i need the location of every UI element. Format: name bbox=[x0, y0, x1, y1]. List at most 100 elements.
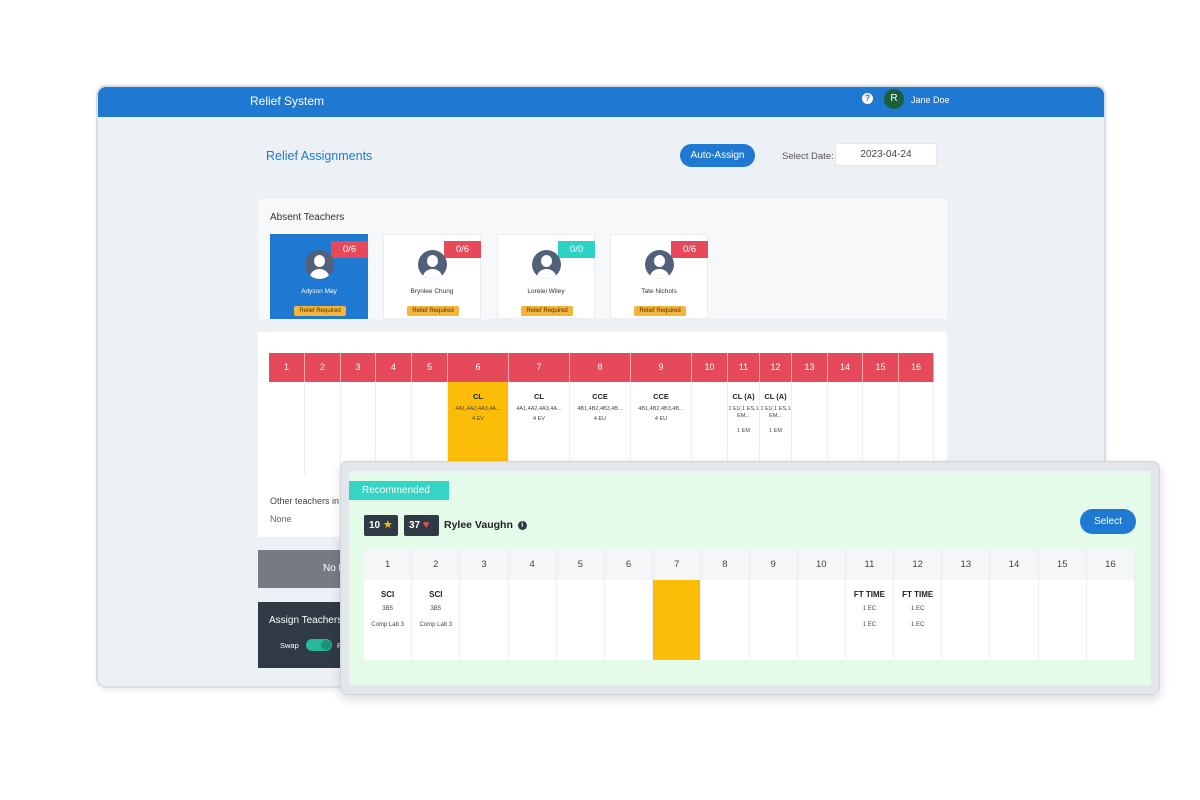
timetable-cell[interactable] bbox=[376, 382, 412, 475]
period-header: 15 bbox=[863, 353, 899, 382]
other-teachers-value: None bbox=[270, 514, 292, 524]
cell-line2: 4 EU bbox=[654, 416, 668, 422]
timetable-cell[interactable] bbox=[1086, 580, 1135, 660]
period-header: 1 bbox=[364, 549, 413, 580]
period-header: 3 bbox=[460, 549, 509, 580]
timetable-cell[interactable] bbox=[942, 580, 991, 660]
timetable-cell[interactable]: CCE 4B1,4B2,4B3,4B... 4 EU bbox=[570, 382, 631, 475]
cell-subject: FT TIME bbox=[902, 590, 934, 599]
timetable-cell[interactable] bbox=[412, 382, 448, 475]
period-header: 4 bbox=[508, 549, 557, 580]
timetable-cell[interactable]: FT TIME 1 EC 1 EC bbox=[894, 580, 943, 660]
relief-required-tag: Relief Required bbox=[634, 306, 686, 316]
cell-line3: 1 EM bbox=[737, 428, 750, 434]
period-header: 7 bbox=[653, 549, 702, 580]
recommended-panel: Recommended 10 ★ 37 ♥ Rylee Vaughn i Sel… bbox=[349, 471, 1151, 685]
timetable-cell[interactable] bbox=[1038, 580, 1087, 660]
timetable-cell[interactable] bbox=[556, 580, 605, 660]
timetable-cell[interactable]: CL 4A1,4A2,4A3,4A... 4 EV bbox=[448, 382, 509, 475]
app-window: Relief System ? R Jane Doe Relief Assign… bbox=[96, 85, 1106, 688]
recommended-timetable-body: SCI 3B5 Comp Lab 3 SCI 3B5 Comp Lab 3 FT TIME 1… bbox=[364, 580, 1135, 660]
period-header: 16 bbox=[1086, 549, 1135, 580]
cell-line1: 1 EC bbox=[910, 606, 925, 612]
heart-score-badge: 37 ♥ bbox=[404, 515, 439, 536]
auto-assign-button[interactable]: Auto-Assign bbox=[680, 144, 755, 167]
timetable-cell[interactable] bbox=[749, 580, 798, 660]
timetable-cell[interactable] bbox=[899, 382, 934, 475]
period-header: 7 bbox=[509, 353, 570, 382]
timetable-cell[interactable]: CL (A) 1 EU,1 ES,1 EM... 1 EM bbox=[760, 382, 792, 475]
cell-line1: 3B5 bbox=[382, 606, 393, 612]
recommended-teacher[interactable]: Rylee Vaughn i bbox=[444, 519, 527, 531]
teacher-card[interactable]: 0/6 Tate Nichols Relief Required bbox=[610, 234, 708, 319]
timetable-cell[interactable]: SCI 3B5 Comp Lab 3 bbox=[412, 580, 461, 660]
timetable-cell[interactable] bbox=[653, 580, 702, 660]
recommended-overlay: Recommended 10 ★ 37 ♥ Rylee Vaughn i Sel… bbox=[340, 461, 1160, 695]
period-header: 2 bbox=[305, 353, 341, 382]
cell-line1: 3B5 bbox=[430, 606, 442, 612]
user-name[interactable]: Jane Doe bbox=[911, 95, 950, 105]
cell-subject: CL bbox=[473, 392, 483, 401]
period-header: 5 bbox=[412, 353, 448, 382]
period-header: 10 bbox=[797, 549, 846, 580]
teacher-card[interactable]: 0/6 Adyson May Relief Required bbox=[270, 234, 368, 319]
timetable-cell[interactable] bbox=[341, 382, 376, 475]
timetable-body: CL 4A1,4A2,4A3,4A... 4 EV CL 4A1,4A2,4A3,4A.… bbox=[269, 382, 934, 475]
period-header: 2 bbox=[412, 549, 461, 580]
cell-line1: 1 EC bbox=[862, 606, 877, 612]
person-icon bbox=[305, 250, 334, 279]
teacher-card[interactable]: 0/0 Lorelei Wiley Relief Required bbox=[497, 234, 595, 319]
timetable-cell[interactable]: CCE 4B1,4B2,4B3,4B... 4 EU bbox=[631, 382, 692, 475]
timetable-cell[interactable] bbox=[863, 382, 899, 475]
cell-line2: Comp Lab 3 bbox=[371, 622, 404, 628]
timetable-cell[interactable] bbox=[797, 580, 846, 660]
timetable-cell[interactable]: FT TIME 1 EC 1 EC bbox=[845, 580, 895, 660]
avatar[interactable]: R bbox=[884, 89, 904, 109]
assign-teachers-label: Assign Teachers bbox=[269, 615, 343, 626]
recommended-timetable-header: 1 2 3 4 5 6 7 8 9 10 11 12 13 14 15 16 bbox=[364, 549, 1135, 580]
timetable-cell[interactable] bbox=[692, 382, 728, 475]
date-input[interactable]: 2023-04-24 bbox=[835, 143, 937, 166]
relief-count-badge: 0/0 bbox=[558, 241, 595, 258]
cell-line2: 4 EV bbox=[533, 416, 545, 422]
swap-toggle[interactable] bbox=[306, 639, 332, 651]
help-icon[interactable]: ? bbox=[862, 93, 873, 104]
cell-line1: 1 EU,1 ES,1 EM... bbox=[760, 406, 791, 419]
cell-line2: 1 EC bbox=[910, 622, 925, 628]
teacher-card[interactable]: 0/6 Brynlee Chung Relief Required bbox=[383, 234, 481, 319]
timetable-cell[interactable] bbox=[604, 580, 654, 660]
period-header: 6 bbox=[604, 549, 654, 580]
cell-line1: 1 EU,1 ES,1 EM... bbox=[728, 406, 759, 419]
cell-subject: CL bbox=[534, 392, 544, 401]
timetable-cell[interactable]: CL 4A1,4A2,4A3,4A... 4 EV bbox=[509, 382, 570, 475]
timetable-cell[interactable]: SCI 3B5 Comp Lab 3 bbox=[364, 580, 413, 660]
app-title: Relief System bbox=[250, 94, 325, 108]
person-icon bbox=[532, 250, 561, 279]
period-header: 3 bbox=[341, 353, 376, 382]
swap-label: Swap bbox=[280, 641, 299, 650]
absent-teachers-title: Absent Teachers bbox=[270, 212, 345, 223]
timetable-cell[interactable] bbox=[701, 580, 750, 660]
relief-count-badge: 0/6 bbox=[444, 241, 481, 258]
timetable-cell[interactable]: CL (A) 1 EU,1 ES,1 EM... 1 EM bbox=[728, 382, 760, 475]
timetable-cell[interactable] bbox=[305, 382, 341, 475]
cell-line1: 4B1,4B2,4B3,4B... bbox=[577, 406, 623, 412]
info-icon[interactable]: i bbox=[517, 521, 527, 530]
relief-required-tag: Relief Required bbox=[407, 306, 459, 316]
heart-icon: ♥ bbox=[422, 519, 430, 531]
cell-line3: 1 EM bbox=[769, 428, 782, 434]
timetable-cell[interactable] bbox=[460, 580, 509, 660]
timetable-cell[interactable] bbox=[990, 580, 1039, 660]
period-header: 9 bbox=[749, 549, 798, 580]
timetable-cell[interactable] bbox=[269, 382, 305, 475]
period-header: 16 bbox=[899, 353, 934, 382]
cell-subject: CL (A) bbox=[764, 392, 787, 401]
timetable-cell[interactable] bbox=[828, 382, 863, 475]
timetable-cell[interactable] bbox=[508, 580, 557, 660]
cell-subject: FT TIME bbox=[853, 590, 886, 599]
select-button[interactable]: Select bbox=[1080, 509, 1136, 534]
recommended-teacher-name: Rylee Vaughn bbox=[444, 519, 513, 531]
page-title: Relief Assignments bbox=[266, 149, 373, 163]
period-header: 12 bbox=[894, 549, 943, 580]
timetable-cell[interactable] bbox=[792, 382, 828, 475]
